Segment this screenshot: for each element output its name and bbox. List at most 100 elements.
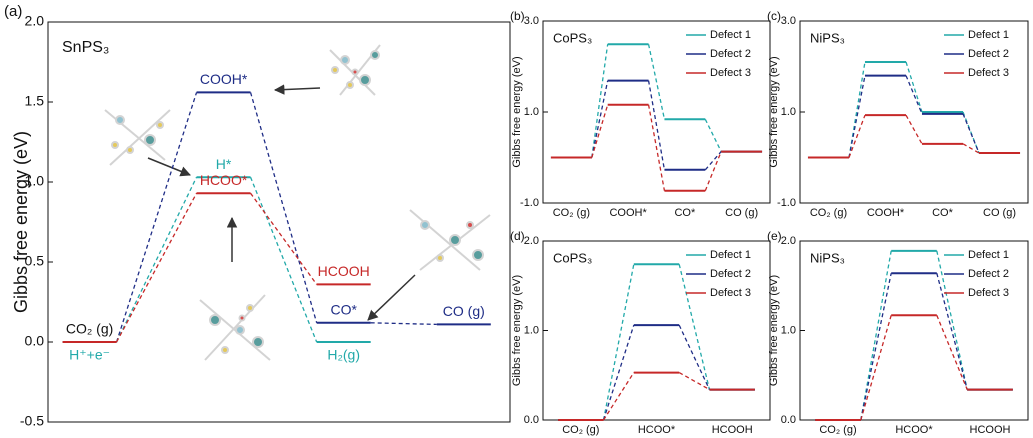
connector	[592, 44, 608, 157]
connector	[705, 152, 721, 191]
y-tick-label: 2.0	[781, 235, 796, 247]
y-tick-label: 1.0	[524, 106, 539, 118]
structure-decorations	[105, 45, 490, 360]
y-tick-label: 1.0	[781, 324, 796, 336]
level-label: HCOOH	[318, 263, 370, 279]
legend-label: Defect 2	[968, 48, 1009, 60]
x-tick-label: CO (g)	[983, 207, 1016, 219]
arrow	[275, 88, 320, 90]
structure	[410, 210, 490, 270]
y-tick-label: 2.0	[25, 13, 45, 29]
panel-label: (c)	[767, 9, 781, 23]
panel-title: CoPS₃	[553, 30, 592, 45]
connector	[604, 325, 634, 420]
y-tick-label: -1.0	[777, 197, 796, 209]
x-tick-label: CO₂ (g)	[562, 424, 599, 436]
legend-label: Defect 1	[710, 29, 751, 41]
plot-frame	[48, 22, 510, 422]
connector	[117, 193, 197, 342]
connector	[937, 273, 967, 389]
structure	[330, 45, 380, 95]
level-label: CO₂ (g)	[66, 321, 113, 337]
connector	[705, 119, 721, 151]
connector	[592, 81, 608, 158]
connector	[861, 251, 891, 420]
legend-label: Defect 1	[968, 249, 1009, 261]
y-tick-label: 1.0	[524, 324, 539, 336]
legend-label: Defect 1	[968, 29, 1009, 41]
connector	[679, 325, 709, 389]
connector	[649, 44, 665, 119]
x-tick-label: CO₂ (g)	[553, 207, 590, 219]
x-tick-label: HCOO*	[638, 424, 676, 436]
connector	[117, 177, 197, 342]
y-tick-label: 0.0	[25, 333, 45, 349]
panel-label: (a)	[4, 3, 22, 20]
x-tick-label: CO*	[932, 207, 954, 219]
legend-label: Defect 1	[710, 249, 751, 261]
y-tick-label: 2.0	[524, 235, 539, 247]
connector	[679, 373, 709, 390]
connector	[937, 251, 967, 390]
y-tick-label: 0.0	[524, 414, 539, 426]
connector	[861, 315, 891, 420]
legend-label: Defect 2	[710, 48, 751, 60]
y-tick-label: 3.0	[524, 15, 539, 27]
connector	[937, 315, 967, 389]
level-label: H*	[216, 156, 232, 172]
x-tick-label: CO*	[674, 207, 696, 219]
connector	[649, 105, 665, 191]
x-tick-label: COOH*	[609, 207, 647, 219]
connector	[604, 264, 634, 420]
x-tick-label: HCOOH	[712, 424, 753, 436]
level-label: HCOO*	[200, 172, 248, 188]
connector	[906, 62, 922, 112]
x-tick-label: CO (g)	[725, 207, 758, 219]
panel-title: NiPS₃	[810, 250, 845, 265]
y-tick-label: 1.5	[25, 93, 45, 109]
legend-label: Defect 3	[710, 287, 751, 299]
legend-label: Defect 2	[710, 268, 751, 280]
y-axis-label: Gibbs free energy (eV)	[768, 56, 780, 167]
x-tick-label: HCOO*	[895, 424, 933, 436]
panel-title: NiPS₃	[810, 30, 845, 45]
legend-label: Defect 3	[968, 67, 1009, 79]
connector	[906, 76, 922, 114]
panel-label: (e)	[767, 229, 782, 243]
connector	[649, 81, 665, 170]
legend-label: Defect 2	[968, 268, 1009, 280]
legend-label: Defect 3	[968, 287, 1009, 299]
x-tick-label: CO₂ (g)	[819, 424, 856, 436]
x-tick-label: COOH*	[867, 207, 905, 219]
level-label: CO*	[330, 302, 357, 318]
panel-title: SnPS₃	[62, 39, 109, 56]
structure	[105, 110, 170, 165]
connector	[849, 115, 865, 157]
connector	[906, 115, 922, 144]
y-axis-label: Gibbs free energy (eV)	[11, 131, 31, 313]
connector	[861, 273, 891, 420]
x-tick-label: HCOOH	[970, 424, 1011, 436]
arrow	[368, 275, 415, 320]
y-tick-label: -1.0	[520, 197, 539, 209]
structure	[200, 295, 270, 360]
y-tick-label: 3.0	[781, 15, 796, 27]
level-label: CO (g)	[443, 303, 485, 319]
y-axis-label: Gibbs free energy (eV)	[511, 56, 523, 167]
level-label: H₂(g)	[327, 347, 360, 363]
y-tick-label: -0.5	[20, 413, 44, 429]
connector	[592, 105, 608, 158]
figure: -0.50.00.51.01.52.0(a)SnPS₃Gibbs free en…	[0, 0, 1033, 438]
connector	[679, 264, 709, 389]
level-label: H⁺+e⁻	[69, 347, 110, 363]
y-axis-label: Gibbs free energy (eV)	[511, 275, 523, 386]
y-axis-label: Gibbs free energy (eV)	[768, 275, 780, 386]
arrow	[148, 158, 190, 175]
panel-label: (d)	[510, 229, 525, 243]
connector	[371, 323, 437, 325]
y-tick-label: 1.0	[781, 106, 796, 118]
x-tick-label: CO₂ (g)	[810, 207, 847, 219]
panel-title: CoPS₃	[553, 250, 592, 265]
level-label: COOH*	[200, 71, 248, 87]
connector	[705, 152, 721, 170]
